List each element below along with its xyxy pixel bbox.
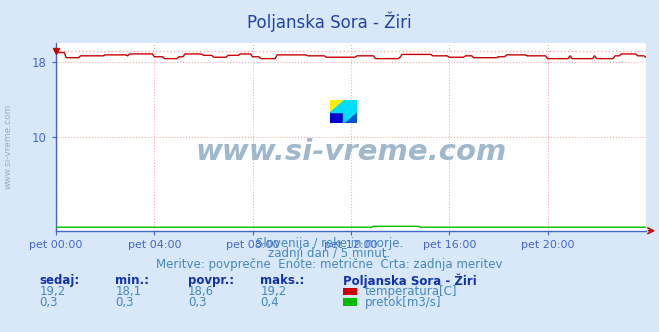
Text: povpr.:: povpr.: bbox=[188, 274, 234, 287]
Text: Slovenija / reke in morje.: Slovenija / reke in morje. bbox=[256, 236, 403, 250]
Polygon shape bbox=[330, 100, 343, 112]
Text: 19,2: 19,2 bbox=[260, 285, 287, 298]
Polygon shape bbox=[343, 112, 357, 123]
Text: min.:: min.: bbox=[115, 274, 150, 287]
Text: www.si-vreme.com: www.si-vreme.com bbox=[195, 138, 507, 166]
Text: 18,1: 18,1 bbox=[115, 285, 142, 298]
Text: Meritve: povprečne  Enote: metrične  Črta: zadnja meritev: Meritve: povprečne Enote: metrične Črta:… bbox=[156, 256, 503, 271]
Text: 0,3: 0,3 bbox=[40, 295, 58, 309]
Text: zadnji dan / 5 minut.: zadnji dan / 5 minut. bbox=[268, 247, 391, 260]
Text: 0,4: 0,4 bbox=[260, 295, 279, 309]
Text: www.si-vreme.com: www.si-vreme.com bbox=[3, 103, 13, 189]
Text: pretok[m3/s]: pretok[m3/s] bbox=[365, 295, 442, 309]
Text: 19,2: 19,2 bbox=[40, 285, 66, 298]
Text: Poljanska Sora - Žiri: Poljanska Sora - Žiri bbox=[247, 11, 412, 32]
Polygon shape bbox=[343, 112, 357, 123]
Polygon shape bbox=[330, 100, 343, 112]
Text: sedaj:: sedaj: bbox=[40, 274, 80, 287]
Polygon shape bbox=[343, 100, 357, 112]
Text: Poljanska Sora - Žiri: Poljanska Sora - Žiri bbox=[343, 273, 476, 288]
Text: maks.:: maks.: bbox=[260, 274, 304, 287]
Text: 18,6: 18,6 bbox=[188, 285, 214, 298]
Bar bbox=[330, 100, 343, 112]
Text: 0,3: 0,3 bbox=[188, 295, 206, 309]
Text: 0,3: 0,3 bbox=[115, 295, 134, 309]
Polygon shape bbox=[330, 112, 343, 123]
Text: temperatura[C]: temperatura[C] bbox=[365, 285, 457, 298]
